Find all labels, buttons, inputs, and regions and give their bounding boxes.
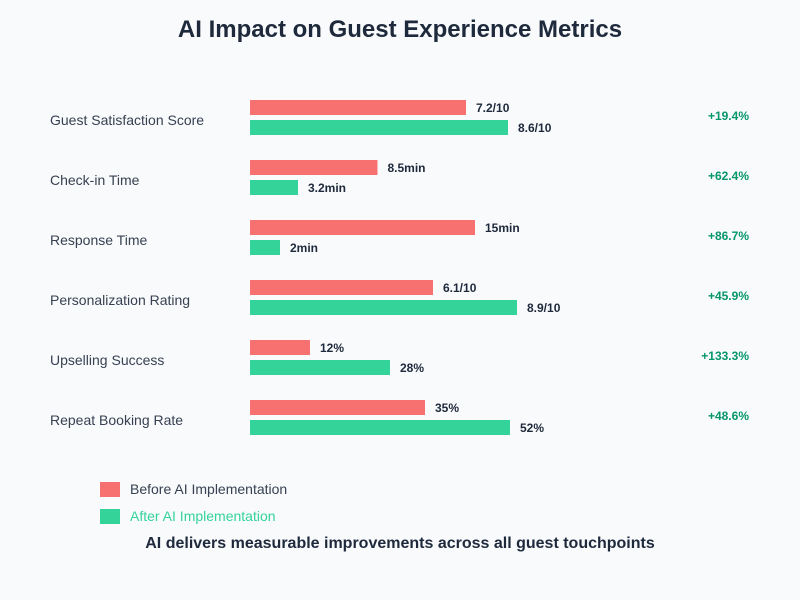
data-label: 15min bbox=[485, 221, 520, 235]
category-label: Repeat Booking Rate bbox=[50, 412, 183, 428]
bar-before bbox=[250, 100, 466, 115]
data-label: 52% bbox=[520, 421, 544, 435]
category-label: Upselling Success bbox=[50, 352, 164, 368]
bar-after bbox=[250, 300, 517, 315]
data-label: 6.1/10 bbox=[443, 281, 477, 295]
bar-before bbox=[250, 280, 433, 295]
data-label: 28% bbox=[400, 361, 424, 375]
data-label: 3.2min bbox=[308, 181, 346, 195]
data-label: 8.9/10 bbox=[527, 301, 561, 315]
improvement-label: +45.9% bbox=[708, 289, 749, 303]
improvement-label: +133.3% bbox=[701, 349, 749, 363]
improvement-label: +86.7% bbox=[708, 229, 749, 243]
bar-before bbox=[250, 400, 425, 415]
improvement-label: +48.6% bbox=[708, 409, 749, 423]
legend-item-after[interactable]: After AI Implementation bbox=[100, 506, 287, 526]
data-label: 8.6/10 bbox=[518, 121, 552, 135]
chart-footer-caption: AI delivers measurable improvements acro… bbox=[145, 535, 655, 552]
bar-after bbox=[250, 420, 510, 435]
bar-before bbox=[250, 220, 475, 235]
data-label: 35% bbox=[435, 401, 459, 415]
legend-swatch-after bbox=[100, 508, 120, 524]
bar-before bbox=[250, 160, 378, 175]
data-label: 8.5min bbox=[388, 161, 426, 175]
bar-after bbox=[250, 360, 390, 375]
bar-before bbox=[250, 340, 310, 355]
data-label: 2min bbox=[290, 241, 318, 255]
category-label: Guest Satisfaction Score bbox=[50, 112, 204, 128]
data-label: 7.2/10 bbox=[476, 101, 510, 115]
legend-label-after: After AI Implementation bbox=[130, 508, 276, 524]
category-label: Response Time bbox=[50, 232, 147, 248]
legend-item-before[interactable]: Before AI Implementation bbox=[100, 479, 287, 499]
category-label: Personalization Rating bbox=[50, 292, 190, 308]
legend: Before AI Implementation After AI Implem… bbox=[100, 479, 287, 533]
chart-title: AI Impact on Guest Experience Metrics bbox=[177, 16, 623, 43]
legend-label-before: Before AI Implementation bbox=[130, 481, 288, 497]
data-label: 12% bbox=[320, 341, 344, 355]
bar-after bbox=[250, 240, 280, 255]
improvement-label: +62.4% bbox=[708, 169, 749, 183]
bar-after bbox=[250, 180, 298, 195]
improvement-label: +19.4% bbox=[708, 109, 749, 123]
bar-after bbox=[250, 120, 508, 135]
category-label: Check-in Time bbox=[50, 172, 140, 188]
legend-swatch-before bbox=[100, 481, 120, 497]
